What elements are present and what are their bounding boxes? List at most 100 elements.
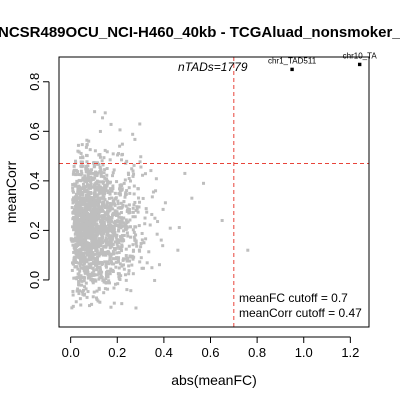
x-tick-label: 0.2 <box>108 345 126 360</box>
data-point <box>83 206 87 210</box>
data-point <box>129 235 133 239</box>
highlighted-points: chr1_TAD511 chr10_TA <box>268 51 377 72</box>
data-point <box>83 238 87 242</box>
data-point <box>78 289 82 293</box>
data-point <box>93 170 97 174</box>
data-point <box>79 206 83 210</box>
data-point <box>79 274 83 278</box>
y-tick-label: 0.0 <box>27 271 42 289</box>
data-point <box>154 189 158 193</box>
data-point <box>103 239 107 243</box>
data-point <box>127 176 131 180</box>
data-point <box>84 234 88 238</box>
data-point <box>132 184 136 188</box>
data-point <box>85 143 89 147</box>
data-point <box>98 230 102 234</box>
data-point <box>122 267 126 271</box>
data-point <box>103 211 107 215</box>
data-point <box>131 228 135 232</box>
data-point <box>76 261 80 265</box>
data-point <box>90 239 94 243</box>
data-point <box>88 230 92 234</box>
data-point <box>111 199 115 203</box>
data-point <box>156 220 160 224</box>
data-point <box>139 165 143 169</box>
data-point <box>92 220 96 224</box>
data-point <box>83 220 87 224</box>
data-point <box>128 254 132 258</box>
data-point <box>143 172 147 176</box>
data-point <box>86 199 90 203</box>
data-point <box>75 289 79 293</box>
data-point <box>111 174 115 178</box>
data-point <box>74 232 78 236</box>
data-point <box>91 227 94 231</box>
data-point <box>88 183 92 187</box>
data-point <box>81 255 85 259</box>
x-axis-label: abs(meanFC) <box>171 372 257 388</box>
data-point <box>70 206 74 210</box>
data-point <box>92 290 96 294</box>
data-point <box>100 189 104 193</box>
data-point <box>86 290 90 294</box>
data-point <box>121 263 125 267</box>
data-point <box>125 231 129 235</box>
data-point <box>105 238 109 242</box>
data-point <box>98 165 102 169</box>
data-point <box>84 145 88 149</box>
data-point <box>78 275 82 279</box>
data-point <box>103 168 107 172</box>
data-point <box>77 213 81 217</box>
data-point <box>127 272 131 276</box>
data-point <box>127 211 131 215</box>
data-point <box>79 151 83 155</box>
data-point <box>123 178 127 182</box>
data-point <box>97 210 101 214</box>
data-point <box>123 273 127 277</box>
data-point <box>82 279 86 283</box>
data-point <box>71 183 75 187</box>
data-point <box>108 246 112 250</box>
data-point <box>90 168 94 172</box>
data-point <box>107 262 111 266</box>
data-point <box>77 292 81 296</box>
data-point <box>98 190 102 194</box>
data-point <box>82 251 86 255</box>
data-point <box>86 270 90 274</box>
highlighted-point <box>290 67 294 72</box>
data-point <box>106 212 110 216</box>
data-point <box>76 143 80 147</box>
data-point <box>98 272 102 276</box>
data-point <box>93 110 97 114</box>
data-point <box>127 203 131 207</box>
data-point <box>140 238 144 242</box>
data-point <box>135 207 139 211</box>
data-point <box>71 186 75 190</box>
data-point <box>103 184 107 188</box>
data-point <box>84 248 88 252</box>
data-point <box>90 240 94 244</box>
data-point <box>93 243 97 247</box>
ntads-annotation: nTADs=1779 <box>178 60 248 74</box>
data-point <box>85 267 89 271</box>
data-point <box>121 238 125 242</box>
data-point <box>83 292 87 296</box>
data-point <box>78 199 82 203</box>
data-point <box>89 253 93 257</box>
data-point <box>113 209 117 213</box>
data-point <box>117 260 121 264</box>
data-point <box>145 210 149 214</box>
data-point <box>134 239 138 243</box>
data-point <box>95 203 99 207</box>
data-point <box>106 219 110 223</box>
point-label: chr1_TAD511 <box>268 56 317 65</box>
data-point <box>93 216 97 220</box>
data-point <box>100 276 104 280</box>
data-point <box>105 218 109 222</box>
data-point <box>96 208 100 212</box>
data-point <box>82 202 86 206</box>
data-point <box>132 172 136 176</box>
data-point <box>153 216 157 220</box>
data-point <box>141 196 145 200</box>
data-point <box>95 245 99 249</box>
